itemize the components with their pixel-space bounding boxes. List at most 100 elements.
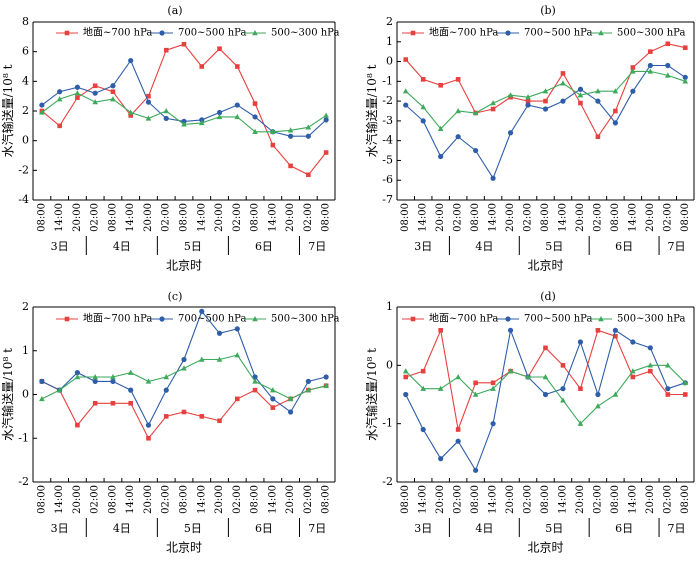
data-point bbox=[217, 46, 222, 51]
data-point bbox=[92, 374, 98, 380]
x-tick-label: 08:00 bbox=[179, 485, 190, 514]
data-point bbox=[92, 99, 98, 105]
data-point bbox=[560, 80, 566, 86]
data-point bbox=[252, 114, 258, 120]
day-label: 5日 bbox=[545, 522, 563, 535]
data-point bbox=[234, 326, 240, 332]
series-line bbox=[405, 328, 686, 472]
y-tick-label: -4 bbox=[382, 134, 393, 147]
legend-marker bbox=[410, 316, 416, 322]
data-point bbox=[595, 98, 601, 104]
x-tick-label: 14:00 bbox=[627, 203, 638, 232]
x-tick-label: 02:00 bbox=[90, 485, 101, 514]
data-point bbox=[647, 345, 653, 351]
series bbox=[39, 90, 329, 134]
data-point bbox=[420, 118, 426, 124]
x-tick-label: 02:00 bbox=[161, 485, 172, 514]
data-point bbox=[181, 121, 187, 127]
data-point bbox=[595, 391, 601, 398]
x-tick-label: 20:00 bbox=[505, 485, 516, 514]
legend-label: 地面~700 hPa bbox=[429, 26, 498, 39]
x-tick-label: 14:00 bbox=[627, 485, 638, 514]
data-point bbox=[543, 345, 548, 351]
x-tick-label: 02:00 bbox=[592, 203, 603, 232]
data-point bbox=[128, 400, 134, 406]
data-point bbox=[542, 374, 549, 380]
data-point bbox=[199, 64, 205, 69]
day-label: 6日 bbox=[615, 240, 633, 253]
x-tick-label: 20:00 bbox=[285, 203, 296, 232]
x-tick-label: 14:00 bbox=[125, 485, 136, 514]
legend-label: 700~500 hPa bbox=[524, 28, 592, 39]
y-tick-label: 2 bbox=[22, 300, 29, 313]
series bbox=[403, 327, 688, 473]
data-point bbox=[438, 456, 444, 462]
x-tick-label: 08:00 bbox=[400, 203, 411, 232]
data-point bbox=[560, 363, 566, 368]
y-tick-label: -1 bbox=[18, 431, 29, 444]
legend-marker bbox=[64, 30, 70, 36]
x-tick-label: 20:00 bbox=[72, 203, 83, 232]
data-point bbox=[647, 62, 653, 69]
data-point bbox=[490, 421, 496, 427]
data-point bbox=[92, 400, 98, 406]
chart-panel: (c) 水汽输送量/10⁸ t -2 -1 0 1 2 08:00 14:00 20:00 02:0… bbox=[0, 290, 339, 555]
data-point bbox=[682, 392, 688, 397]
data-point bbox=[181, 41, 187, 47]
x-tick-label: 02:00 bbox=[161, 203, 172, 232]
data-point bbox=[525, 102, 531, 108]
x-tick-label: 08:00 bbox=[680, 485, 691, 514]
data-point bbox=[270, 405, 276, 410]
x-tick-label: 14:00 bbox=[196, 203, 207, 232]
data-point bbox=[682, 78, 689, 84]
data-point bbox=[270, 387, 276, 393]
data-point bbox=[163, 47, 169, 53]
data-point bbox=[577, 86, 584, 92]
y-tick-label: 2 bbox=[22, 104, 29, 117]
x-axis-label: 北京时 bbox=[166, 259, 202, 273]
x-tick-label: 02:00 bbox=[662, 203, 673, 232]
x-tick-label: 20:00 bbox=[143, 203, 154, 232]
y-tick-label: 0 bbox=[22, 134, 29, 147]
data-point bbox=[57, 89, 63, 95]
data-point bbox=[402, 368, 409, 374]
y-tick-label: -7 bbox=[382, 193, 393, 206]
data-point bbox=[595, 328, 601, 333]
y-tick-label: 1 bbox=[22, 344, 29, 357]
data-point bbox=[403, 102, 409, 108]
data-point bbox=[128, 113, 134, 118]
data-point bbox=[128, 57, 134, 64]
legend-marker bbox=[410, 30, 416, 36]
data-point bbox=[665, 41, 671, 47]
data-point bbox=[323, 382, 329, 388]
legend-label: 500~300 hPa bbox=[617, 28, 685, 39]
y-tick-label: -5 bbox=[382, 153, 393, 166]
legend-label: 700~500 hPa bbox=[178, 314, 246, 325]
x-tick-label: 20:00 bbox=[575, 203, 586, 232]
data-point bbox=[613, 108, 618, 114]
data-point bbox=[163, 115, 169, 122]
data-point bbox=[612, 327, 618, 333]
x-tick-label: 08:00 bbox=[400, 485, 411, 514]
data-point bbox=[145, 99, 152, 105]
data-point bbox=[507, 327, 514, 333]
x-tick-label: 02:00 bbox=[662, 485, 673, 514]
x-tick-label: 20:00 bbox=[214, 485, 225, 514]
data-point bbox=[323, 374, 329, 380]
data-point bbox=[665, 386, 671, 392]
x-tick-label: 14:00 bbox=[418, 203, 429, 232]
data-point bbox=[74, 84, 81, 90]
data-point bbox=[75, 95, 80, 100]
data-point bbox=[525, 94, 531, 100]
data-point bbox=[630, 339, 636, 345]
data-point bbox=[682, 379, 689, 386]
x-tick-label: 08:00 bbox=[321, 485, 332, 514]
data-point bbox=[682, 74, 688, 80]
data-point bbox=[542, 88, 549, 94]
x-tick-label: 14:00 bbox=[267, 203, 278, 232]
x-tick-label: 02:00 bbox=[523, 203, 534, 232]
data-point bbox=[438, 82, 443, 88]
day-label: 3日 bbox=[414, 522, 432, 535]
data-point bbox=[217, 418, 222, 424]
data-point bbox=[438, 153, 444, 160]
